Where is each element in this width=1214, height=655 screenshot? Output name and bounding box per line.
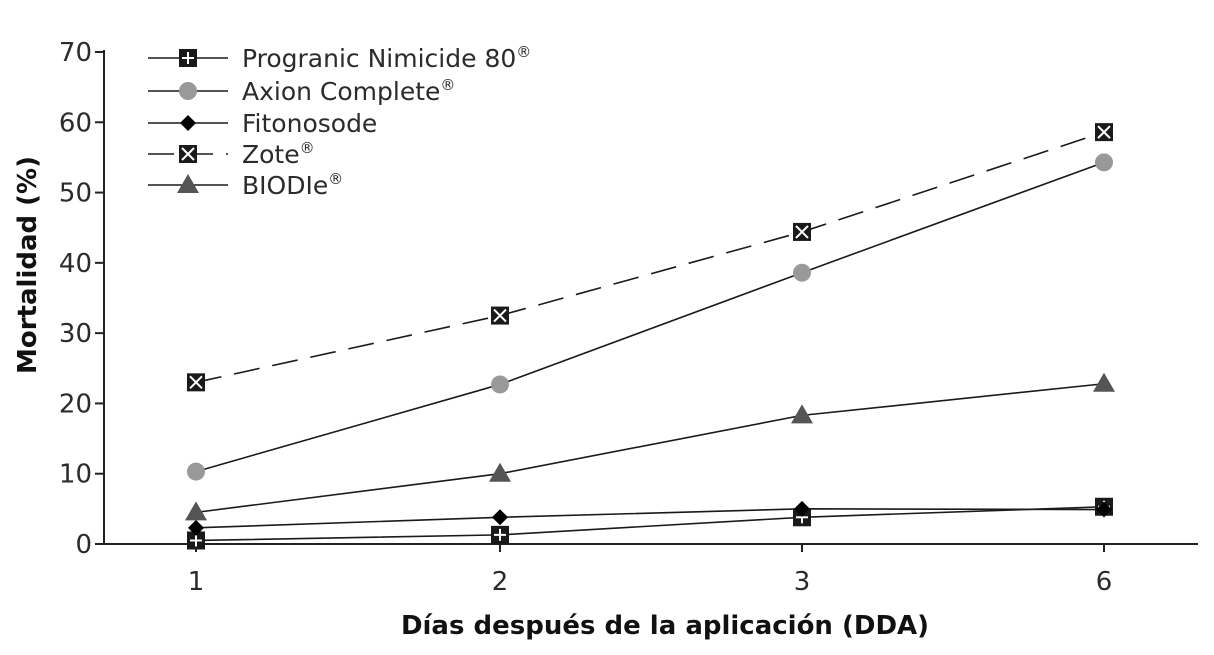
data-point: [187, 531, 205, 550]
x-tick-label: 6: [1096, 567, 1113, 597]
legend-series-name: BIODIe: [242, 171, 328, 200]
legend-marker: [179, 82, 197, 100]
series-line: [195, 382, 1105, 514]
legend-series-name: Fitonosode: [242, 109, 377, 138]
data-point: [187, 462, 205, 481]
series-line: [195, 131, 1105, 384]
data-point: [791, 404, 813, 424]
legend: Progranic Nimicide 80®Axion Complete®Fit…: [148, 43, 531, 200]
y-tick-label: 20: [59, 389, 92, 419]
legend-marker: [177, 174, 199, 193]
series-lines: [195, 131, 1105, 542]
legend-label: Zote®: [242, 139, 315, 169]
data-point: [1095, 153, 1113, 172]
legend-registered-mark: ®: [300, 139, 315, 157]
y-tick-label: 30: [59, 319, 92, 349]
data-point: [793, 222, 811, 241]
legend-item: Axion Complete®: [148, 76, 455, 106]
legend-registered-mark: ®: [440, 76, 455, 94]
data-point: [491, 306, 509, 325]
series-line: [195, 508, 1105, 529]
data-point: [793, 263, 811, 282]
series-markers: [185, 123, 1115, 550]
legend-label: Fitonosode: [242, 109, 377, 138]
legend-item: Zote®: [148, 139, 315, 169]
legend-series-name: Progranic Nimicide 80: [242, 44, 516, 73]
series-line: [195, 505, 1105, 542]
x-axis-title: Días después de la aplicación (DDA): [401, 611, 929, 641]
legend-series-name: Axion Complete: [242, 77, 440, 106]
legend-registered-mark: ®: [516, 43, 531, 61]
y-tick-label: 60: [59, 108, 92, 138]
data-point: [492, 509, 508, 526]
y-tick-label: 40: [59, 249, 92, 279]
data-point: [794, 500, 810, 517]
data-point: [1095, 123, 1113, 142]
y-tick-label: 50: [59, 179, 92, 209]
data-point: [188, 519, 204, 536]
y-tick-label: 0: [75, 530, 92, 560]
data-point: [185, 501, 207, 521]
legend-label: Progranic Nimicide 80®: [242, 43, 531, 73]
y-tick-label: 10: [59, 460, 92, 490]
x-tick-label: 3: [794, 567, 811, 597]
data-point: [1093, 372, 1115, 392]
data-point: [489, 462, 511, 482]
data-point: [491, 375, 509, 394]
y-axis-title: Mortalidad (%): [13, 156, 43, 374]
legend-marker: [180, 115, 196, 131]
x-tick-label: 1: [188, 567, 205, 597]
legend-series-name: Zote: [242, 140, 300, 169]
legend-item: Fitonosode: [148, 109, 377, 138]
legend-registered-mark: ®: [328, 170, 343, 188]
legend-item: BIODIe®: [148, 170, 343, 200]
legend-item: Progranic Nimicide 80®: [148, 43, 531, 73]
data-point: [491, 525, 509, 544]
legend-label: BIODIe®: [242, 170, 343, 200]
legend-marker: [179, 145, 197, 163]
legend-marker: [179, 49, 197, 67]
x-tick-label: 2: [492, 567, 509, 597]
legend-label: Axion Complete®: [242, 76, 455, 106]
axes: 0 10 20 30 40 50 60 70 1 2 3 6: [59, 38, 1198, 597]
y-tick-label: 70: [59, 38, 92, 68]
data-point: [187, 373, 205, 392]
series-line: [195, 161, 1105, 473]
data-point: [793, 508, 811, 527]
data-point: [1096, 501, 1112, 518]
